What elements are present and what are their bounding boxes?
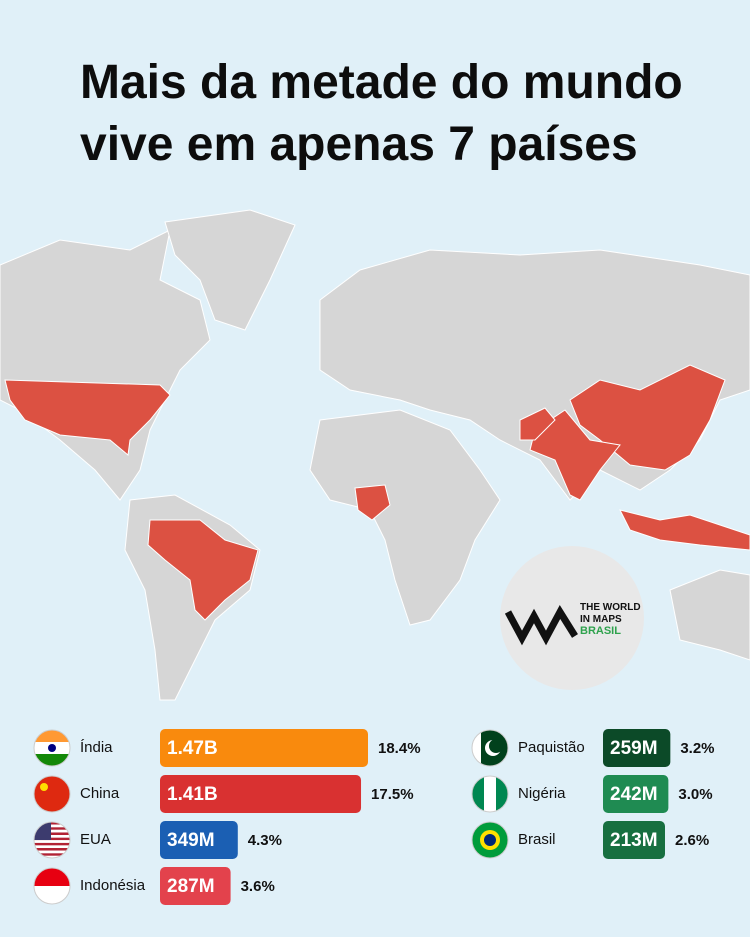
title-line: vive em apenas 7 países: [80, 118, 638, 171]
country-name: Brasil: [518, 831, 556, 848]
india: [529, 409, 621, 501]
value-label: 349M: [167, 830, 215, 851]
share-label: 17.5%: [371, 786, 414, 803]
bar: [160, 821, 238, 859]
logo-text: THE WORLD: [580, 602, 641, 613]
flag: [33, 821, 71, 859]
value-label: 213M: [610, 830, 658, 851]
logo-text: BRASIL: [580, 625, 621, 637]
share-label: 4.3%: [248, 832, 282, 849]
greenland: [164, 209, 296, 331]
country-name: Indonésia: [80, 877, 146, 894]
logo: THE WORLD IN MAPS BRASIL: [500, 546, 644, 690]
value-label: 242M: [610, 784, 658, 805]
logo-text: IN MAPS: [580, 614, 622, 625]
country-name: Nigéria: [518, 785, 566, 802]
bar: [603, 775, 669, 813]
indonesia: [619, 509, 750, 551]
nigeria: [354, 484, 391, 521]
africa: [309, 409, 501, 626]
share-label: 18.4%: [378, 740, 421, 757]
usa: [4, 379, 171, 456]
share-label: 3.6%: [241, 878, 275, 895]
value-label: 1.41B: [167, 784, 218, 805]
logo-circle: [500, 546, 644, 690]
bar: [160, 775, 362, 813]
logo-mark: [504, 605, 578, 646]
brazil: [147, 519, 259, 621]
pakistan-region: [519, 407, 556, 441]
country-name: EUA: [80, 831, 111, 848]
flag: [471, 729, 509, 767]
flag: [471, 821, 509, 859]
bar: [603, 729, 671, 767]
flag: [471, 775, 509, 813]
country-name: China: [80, 785, 120, 802]
share-label: 2.6%: [675, 832, 709, 849]
australia: [669, 569, 750, 661]
value-label: 259M: [610, 738, 658, 759]
world-map: [0, 209, 750, 701]
bar: [603, 821, 665, 859]
flag: [33, 729, 71, 767]
share-label: 3.2%: [680, 740, 714, 757]
bar: [160, 867, 231, 905]
country-name: Paquistão: [518, 739, 585, 756]
flag: [33, 867, 71, 905]
share-label: 3.0%: [678, 786, 712, 803]
value-label: 1.47B: [167, 738, 218, 759]
value-label: 287M: [167, 876, 215, 897]
flag: [33, 775, 71, 813]
title-line: Mais da metade do mundo: [80, 56, 683, 109]
country-name: Índia: [80, 739, 113, 756]
bar: [160, 729, 368, 767]
